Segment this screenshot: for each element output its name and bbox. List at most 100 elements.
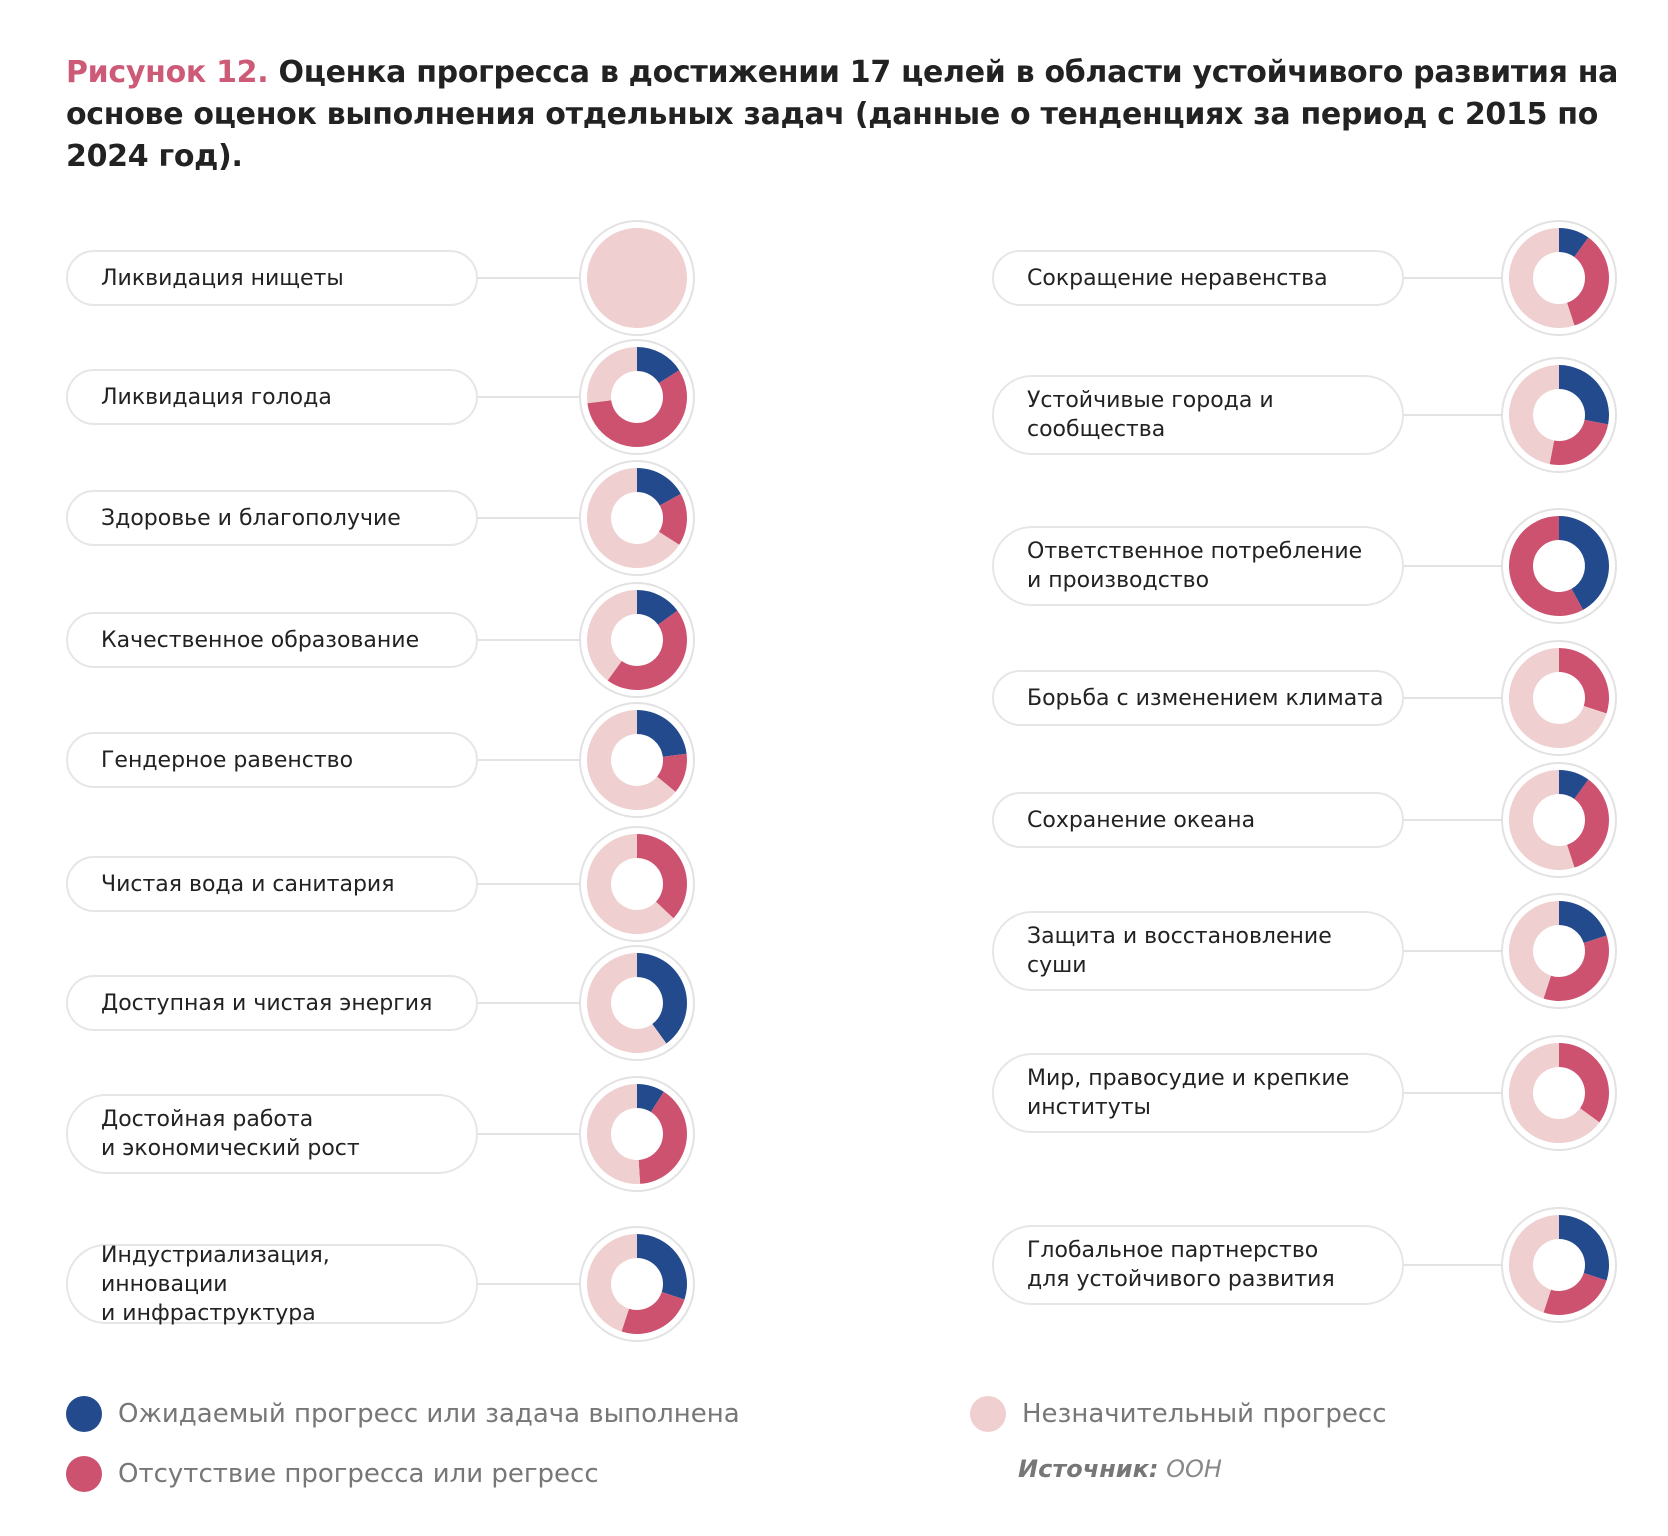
slice-expected bbox=[637, 590, 678, 625]
slice-expected bbox=[637, 468, 681, 506]
goal-donut bbox=[1501, 357, 1617, 473]
goal-connector bbox=[478, 639, 579, 641]
slice-expected bbox=[637, 953, 687, 1044]
goal-donut bbox=[579, 945, 695, 1061]
legend-expected-swatch bbox=[66, 1396, 102, 1432]
slice-marginal bbox=[1509, 365, 1559, 465]
legend-marginal-swatch bbox=[970, 1396, 1006, 1432]
slice-regress bbox=[1559, 1043, 1609, 1123]
goal-donut bbox=[579, 702, 695, 818]
slice-regress bbox=[1543, 935, 1609, 1001]
goal-connector bbox=[1404, 414, 1501, 416]
slice-expected bbox=[1559, 516, 1609, 610]
legend-regress-swatch bbox=[66, 1456, 102, 1492]
goal-label: Сокращение неравенства bbox=[992, 250, 1404, 306]
goal-donut bbox=[579, 1226, 695, 1342]
goal-donut bbox=[1501, 1207, 1617, 1323]
goal-connector bbox=[478, 1002, 579, 1004]
goal-connector bbox=[478, 1133, 579, 1135]
goal-label: Ликвидация нищеты bbox=[66, 250, 478, 306]
goal-connector bbox=[478, 517, 579, 519]
goal-connector bbox=[478, 277, 579, 279]
goal-label: Мир, правосудие и крепкие институты bbox=[992, 1053, 1404, 1133]
figure-number: Рисунок 12. bbox=[66, 55, 269, 90]
goal-connector bbox=[1404, 1092, 1501, 1094]
goal-donut bbox=[579, 826, 695, 942]
goal-connector bbox=[1404, 1264, 1501, 1266]
goal-connector bbox=[478, 396, 579, 398]
slice-regress bbox=[657, 753, 687, 792]
legend-regress-label: Отсутствие прогресса или регресс bbox=[118, 1459, 599, 1489]
slice-expected bbox=[637, 710, 687, 757]
slice-expected bbox=[1559, 770, 1589, 799]
slice-marginal bbox=[587, 1234, 637, 1332]
slice-marginal bbox=[1509, 770, 1575, 870]
goal-label: Здоровье и благополучие bbox=[66, 490, 478, 546]
goal-donut bbox=[1501, 1035, 1617, 1151]
goal-label: Чистая вода и санитария bbox=[66, 856, 478, 912]
slice-regress bbox=[1543, 1273, 1607, 1315]
goal-label: Доступная и чистая энергия bbox=[66, 975, 478, 1031]
goal-connector bbox=[1404, 697, 1501, 699]
goal-label: Борьба с изменением климата bbox=[992, 670, 1404, 726]
figure-title: Рисунок 12. Оценка прогресса в достижени… bbox=[66, 52, 1626, 178]
slice-regress bbox=[1567, 237, 1609, 326]
goal-connector bbox=[478, 883, 579, 885]
goal-donut bbox=[1501, 508, 1617, 624]
goal-donut bbox=[1501, 220, 1617, 336]
slice-expected bbox=[637, 1234, 687, 1300]
source-value: ООН bbox=[1158, 1455, 1222, 1483]
goal-label: Сохранение океана bbox=[992, 792, 1404, 848]
goal-connector bbox=[478, 759, 579, 761]
slice-marginal bbox=[1509, 1043, 1600, 1143]
slice-regress bbox=[621, 1292, 685, 1334]
goal-label: Индустриализация, инновации и инфраструк… bbox=[66, 1243, 478, 1326]
goal-label: Ответственное потребление и производство bbox=[992, 526, 1404, 606]
slice-marginal bbox=[587, 834, 674, 934]
slice-expected bbox=[1559, 1215, 1609, 1281]
slice-expected bbox=[1559, 901, 1607, 943]
slice-marginal bbox=[1509, 228, 1575, 328]
goal-label: Глобальное партнерство для устойчивого р… bbox=[992, 1225, 1404, 1305]
slice-marginal bbox=[587, 347, 637, 404]
goal-donut bbox=[579, 1076, 695, 1192]
goal-donut bbox=[579, 220, 695, 336]
goal-donut bbox=[579, 339, 695, 455]
slice-expected bbox=[1559, 365, 1609, 425]
slice-marginal bbox=[1509, 1215, 1559, 1313]
slice-expected bbox=[1559, 228, 1589, 257]
slice-regress bbox=[638, 1091, 687, 1184]
slice-regress bbox=[637, 834, 687, 919]
goal-label: Защита и восстановление суши bbox=[992, 911, 1404, 991]
goal-donut bbox=[579, 582, 695, 698]
goal-connector bbox=[1404, 565, 1501, 567]
slice-regress bbox=[658, 493, 687, 545]
slice-marginal bbox=[587, 590, 637, 681]
slice-regress bbox=[1549, 419, 1609, 465]
goal-connector bbox=[1404, 950, 1501, 952]
slice-marginal bbox=[587, 953, 667, 1053]
slice-marginal bbox=[1509, 648, 1607, 748]
legend-expected-label: Ожидаемый прогресс или задача выполнена bbox=[118, 1399, 740, 1429]
goal-donut bbox=[1501, 762, 1617, 878]
legend-marginal: Незначительный прогресс bbox=[970, 1396, 1387, 1432]
slice-expected bbox=[637, 347, 680, 384]
source-label: Источник: bbox=[1018, 1455, 1159, 1483]
goal-donut bbox=[1501, 640, 1617, 756]
slice-expected bbox=[637, 1084, 664, 1113]
goal-label: Достойная работа и экономический рост bbox=[66, 1094, 478, 1174]
slice-regress bbox=[587, 370, 687, 447]
goal-label: Ликвидация голода bbox=[66, 369, 478, 425]
goal-label: Качественное образование bbox=[66, 612, 478, 668]
slice-regress bbox=[1509, 516, 1584, 616]
slice-marginal bbox=[587, 468, 680, 568]
legend-marginal-label: Незначительный прогресс bbox=[1022, 1399, 1387, 1429]
legend-expected: Ожидаемый прогресс или задача выполнена bbox=[66, 1396, 740, 1432]
slice-regress bbox=[1567, 779, 1609, 868]
figure-caption: Оценка прогресса в достижении 17 целей в… bbox=[66, 55, 1619, 174]
goal-connector bbox=[1404, 819, 1501, 821]
slice-marginal bbox=[586, 1084, 641, 1184]
goal-label: Устойчивые города и сообщества bbox=[992, 375, 1404, 455]
goal-connector bbox=[478, 1283, 579, 1285]
source-note: Источник: ООН bbox=[1018, 1455, 1222, 1483]
